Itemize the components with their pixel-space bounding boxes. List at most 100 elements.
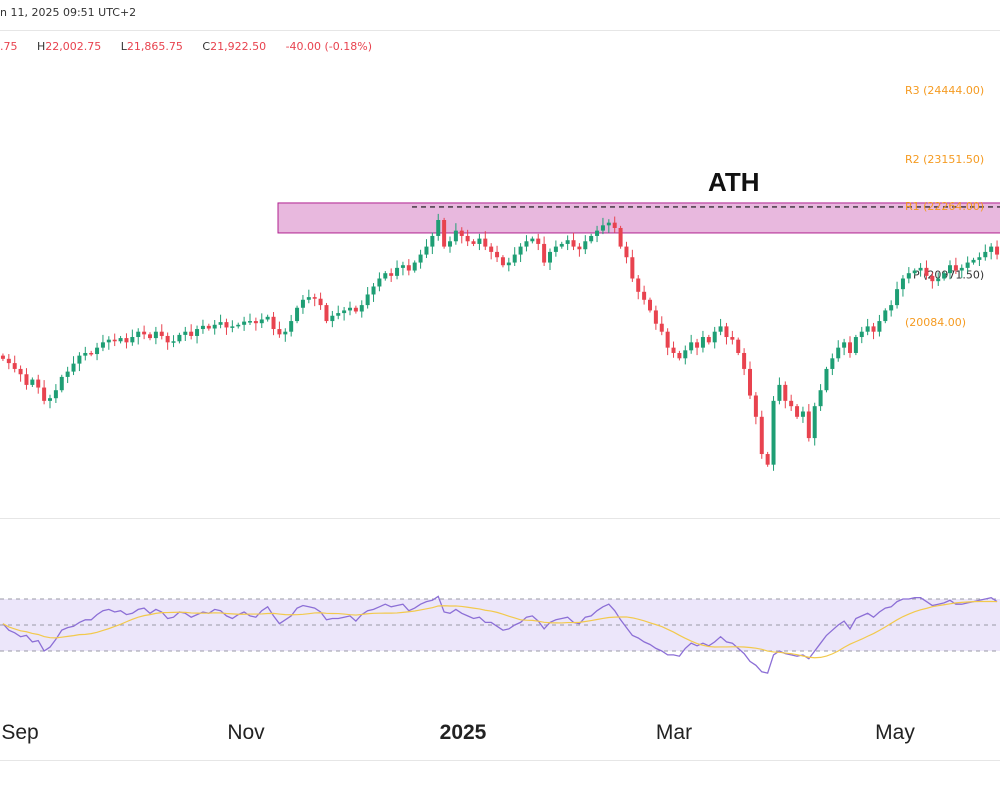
pivot-label: R3 (24444.00) bbox=[905, 84, 984, 97]
candle-body bbox=[495, 251, 500, 258]
candle-body bbox=[24, 374, 29, 385]
pivot-label: (20084.00) bbox=[905, 316, 966, 329]
candle-body bbox=[436, 220, 441, 236]
candle-body bbox=[289, 321, 294, 332]
candle-body bbox=[895, 289, 900, 306]
candle-body bbox=[512, 254, 517, 263]
candle-body bbox=[995, 246, 1000, 255]
candle-body bbox=[971, 259, 976, 263]
candle-body bbox=[683, 350, 688, 359]
candle-body bbox=[171, 341, 176, 343]
candle-body bbox=[230, 326, 235, 328]
candle-body bbox=[465, 235, 470, 242]
candle-body bbox=[783, 384, 788, 401]
candle-body bbox=[18, 368, 23, 375]
candle-body bbox=[71, 363, 76, 372]
candle-body bbox=[883, 310, 888, 322]
candle-body bbox=[612, 222, 617, 228]
pivot-label: R1 (22264.00) bbox=[905, 200, 984, 213]
candle-body bbox=[124, 338, 129, 343]
candle-body bbox=[565, 240, 570, 244]
candle-body bbox=[712, 331, 717, 343]
candle-body bbox=[430, 235, 435, 247]
candle-body bbox=[836, 347, 841, 359]
candle-body bbox=[453, 230, 458, 242]
candle-body bbox=[265, 316, 270, 320]
candle-body bbox=[418, 254, 423, 263]
candle-body bbox=[671, 347, 676, 353]
candle-body bbox=[848, 342, 852, 353]
candle-body bbox=[665, 331, 670, 348]
candle-body bbox=[48, 398, 52, 401]
candle-body bbox=[459, 230, 464, 236]
x-tick-label: Mar bbox=[656, 721, 692, 744]
candle-body bbox=[606, 222, 611, 226]
candle-body bbox=[277, 329, 282, 335]
candle-body bbox=[253, 321, 258, 324]
candle-body bbox=[859, 331, 864, 338]
candle-body bbox=[159, 331, 164, 336]
candle-body bbox=[142, 331, 147, 335]
rsi-pane bbox=[0, 595, 1000, 674]
candle-body bbox=[283, 331, 288, 335]
axis-divider bbox=[0, 760, 1000, 761]
ohlc-change: -40.00 (-0.18%) bbox=[285, 40, 373, 53]
candle-body bbox=[948, 265, 952, 274]
x-tick-label: 2025 bbox=[440, 721, 487, 744]
candle-body bbox=[759, 416, 764, 455]
candle-body bbox=[400, 265, 405, 268]
candle-body bbox=[548, 251, 552, 263]
ohlc-readout: .75 H22,002.75 L21,865.75 C21,922.50 -40… bbox=[0, 40, 380, 53]
candle-body bbox=[577, 246, 582, 250]
candle-body bbox=[148, 334, 152, 339]
candle-body bbox=[36, 379, 41, 388]
candle-body bbox=[924, 267, 929, 276]
candle-body bbox=[777, 384, 782, 401]
candle-body bbox=[6, 358, 11, 364]
candlestick-series bbox=[0, 213, 1000, 471]
candle-body bbox=[306, 297, 311, 300]
candle-body bbox=[118, 338, 123, 342]
candle-body bbox=[942, 273, 947, 279]
candle-body bbox=[765, 454, 770, 465]
ohlc-low: L21,865.75 bbox=[120, 40, 183, 53]
candle-body bbox=[789, 400, 794, 407]
candle-body bbox=[383, 273, 388, 279]
candle-body bbox=[342, 310, 347, 314]
candle-body bbox=[242, 321, 247, 325]
candle-body bbox=[989, 246, 994, 252]
candle-body bbox=[95, 347, 100, 355]
candle-body bbox=[65, 371, 70, 377]
candle-body bbox=[448, 241, 452, 247]
candle-body bbox=[736, 339, 741, 353]
candle-body bbox=[700, 337, 705, 348]
candle-body bbox=[889, 305, 894, 311]
candle-body bbox=[259, 319, 264, 324]
candle-body bbox=[536, 238, 541, 244]
candle-body bbox=[200, 325, 205, 330]
candle-body bbox=[518, 246, 523, 255]
header-divider bbox=[0, 30, 1000, 31]
candle-body bbox=[753, 395, 758, 417]
candle-body bbox=[112, 339, 117, 342]
candle-body bbox=[412, 262, 417, 271]
pivot-levels: R3 (24444.00)R2 (23151.50)R1 (22264.00)P… bbox=[905, 84, 984, 329]
ath-label: ATH bbox=[708, 167, 760, 197]
candle-body bbox=[830, 358, 835, 369]
candle-body bbox=[936, 278, 941, 282]
candle-body bbox=[842, 342, 847, 348]
candle-body bbox=[183, 331, 188, 335]
ohlc-open: .75 bbox=[0, 40, 18, 53]
candle-body bbox=[42, 387, 47, 401]
candle-body bbox=[236, 324, 241, 327]
candle-body bbox=[100, 342, 105, 348]
candle-body bbox=[471, 241, 476, 244]
candle-body bbox=[189, 331, 194, 336]
candle-body bbox=[359, 305, 364, 312]
candle-body bbox=[395, 267, 400, 276]
candle-body bbox=[153, 331, 158, 339]
candle-body bbox=[30, 379, 35, 385]
candle-body bbox=[506, 262, 511, 266]
candle-body bbox=[77, 355, 82, 364]
